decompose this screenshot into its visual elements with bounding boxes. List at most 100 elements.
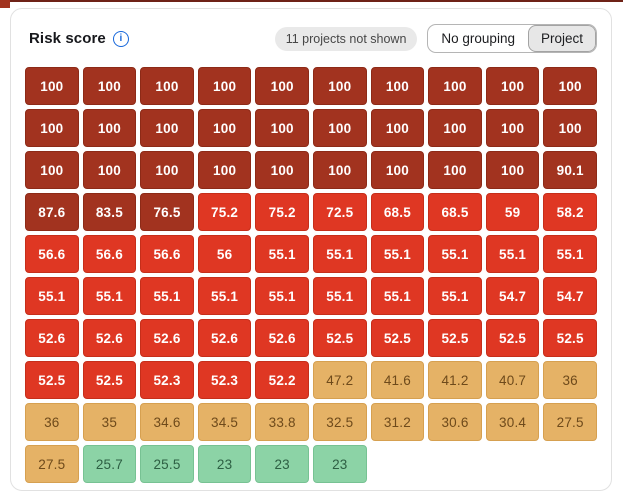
risk-tile[interactable]: 100	[543, 67, 597, 105]
risk-tile[interactable]: 30.4	[485, 403, 540, 441]
risk-tile[interactable]: 56.6	[82, 235, 137, 273]
risk-tile[interactable]: 52.5	[485, 319, 540, 357]
risk-tile[interactable]: 100	[25, 151, 79, 189]
risk-tile[interactable]: 72.5	[312, 193, 367, 231]
risk-tile[interactable]: 52.6	[255, 319, 309, 357]
risk-tile[interactable]: 55.1	[428, 277, 482, 315]
risk-tile[interactable]: 52.3	[140, 361, 194, 399]
risk-tile[interactable]: 41.6	[370, 361, 425, 399]
risk-tile[interactable]: 55.1	[312, 277, 367, 315]
risk-tile[interactable]: 100	[485, 109, 540, 147]
risk-tile[interactable]: 100	[25, 109, 79, 147]
risk-tile[interactable]: 54.7	[543, 277, 597, 315]
risk-tile[interactable]: 100	[82, 151, 137, 189]
risk-tile[interactable]: 83.5	[82, 193, 137, 231]
risk-tile[interactable]: 33.8	[255, 403, 309, 441]
risk-tile[interactable]: 55.1	[82, 277, 137, 315]
risk-tile[interactable]: 100	[312, 151, 367, 189]
risk-tile[interactable]: 52.5	[370, 319, 425, 357]
risk-tile[interactable]: 55.1	[197, 277, 252, 315]
risk-tile[interactable]: 41.2	[428, 361, 482, 399]
risk-tile[interactable]: 100	[140, 67, 194, 105]
risk-tile[interactable]: 100	[140, 151, 194, 189]
risk-tile[interactable]: 52.5	[428, 319, 482, 357]
risk-tile[interactable]: 25.7	[82, 445, 137, 483]
risk-tile[interactable]: 36	[543, 361, 597, 399]
risk-tile[interactable]: 56	[197, 235, 252, 273]
info-icon[interactable]: i	[112, 30, 129, 47]
risk-tile[interactable]: 31.2	[370, 403, 425, 441]
risk-tile[interactable]: 90.1	[543, 151, 597, 189]
risk-tile[interactable]: 52.6	[82, 319, 137, 357]
risk-tile[interactable]: 55.1	[428, 235, 482, 273]
risk-tile[interactable]: 40.7	[485, 361, 540, 399]
risk-tile[interactable]: 58.2	[543, 193, 597, 231]
risk-tile[interactable]: 75.2	[255, 193, 309, 231]
risk-tile[interactable]: 34.5	[197, 403, 252, 441]
risk-tile[interactable]: 52.6	[25, 319, 79, 357]
risk-tile[interactable]: 87.6	[25, 193, 79, 231]
risk-tile[interactable]: 55.1	[25, 277, 79, 315]
risk-tile[interactable]: 27.5	[543, 403, 597, 441]
risk-tile[interactable]: 56.6	[140, 235, 194, 273]
risk-tile[interactable]: 52.6	[140, 319, 194, 357]
risk-tile[interactable]: 52.2	[255, 361, 309, 399]
risk-tile[interactable]: 68.5	[370, 193, 425, 231]
risk-tile[interactable]: 55.1	[312, 235, 367, 273]
risk-tile[interactable]: 100	[140, 109, 194, 147]
risk-tile[interactable]: 30.6	[428, 403, 482, 441]
risk-tile[interactable]: 27.5	[25, 445, 79, 483]
risk-tile[interactable]: 52.6	[197, 319, 252, 357]
risk-tile[interactable]: 100	[370, 67, 425, 105]
risk-tile[interactable]: 52.5	[312, 319, 367, 357]
risk-tile[interactable]: 55.1	[370, 235, 425, 273]
risk-tile[interactable]: 100	[197, 109, 252, 147]
risk-tile[interactable]: 52.5	[543, 319, 597, 357]
risk-tile[interactable]: 35	[82, 403, 137, 441]
risk-tile[interactable]: 100	[428, 151, 482, 189]
risk-tile[interactable]: 23	[255, 445, 309, 483]
title-wrap: Risk score i	[29, 30, 129, 47]
risk-tile[interactable]: 100	[312, 67, 367, 105]
risk-tile[interactable]: 55.1	[255, 235, 309, 273]
risk-tile[interactable]: 76.5	[140, 193, 194, 231]
risk-tile[interactable]: 52.5	[82, 361, 137, 399]
risk-tile[interactable]: 55.1	[140, 277, 194, 315]
risk-tile[interactable]: 100	[255, 151, 309, 189]
grouping-option-project[interactable]: Project	[527, 25, 596, 52]
risk-tile[interactable]: 25.5	[140, 445, 194, 483]
risk-tile[interactable]: 55.1	[543, 235, 597, 273]
risk-tile[interactable]: 100	[428, 109, 482, 147]
risk-tile[interactable]: 100	[255, 109, 309, 147]
risk-tile[interactable]: 100	[485, 151, 540, 189]
risk-tile[interactable]: 52.3	[197, 361, 252, 399]
risk-tile[interactable]: 59	[485, 193, 540, 231]
risk-tile[interactable]: 100	[255, 67, 309, 105]
risk-tile[interactable]: 32.5	[312, 403, 367, 441]
risk-tile[interactable]: 55.1	[370, 277, 425, 315]
risk-tile[interactable]: 100	[25, 67, 79, 105]
risk-tile[interactable]: 34.6	[140, 403, 194, 441]
risk-tile[interactable]: 23	[197, 445, 252, 483]
risk-tile[interactable]: 55.1	[485, 235, 540, 273]
grouping-option-no-grouping[interactable]: No grouping	[428, 25, 528, 52]
risk-tile[interactable]: 100	[370, 109, 425, 147]
risk-tile[interactable]: 68.5	[428, 193, 482, 231]
risk-tile[interactable]: 100	[82, 67, 137, 105]
risk-tile[interactable]: 23	[312, 445, 367, 483]
risk-tile[interactable]: 47.2	[312, 361, 367, 399]
risk-tile[interactable]: 100	[543, 109, 597, 147]
risk-tile[interactable]: 56.6	[25, 235, 79, 273]
risk-tile[interactable]: 100	[370, 151, 425, 189]
risk-tile[interactable]: 100	[485, 67, 540, 105]
risk-tile[interactable]: 54.7	[485, 277, 540, 315]
risk-tile[interactable]: 36	[25, 403, 79, 441]
risk-tile[interactable]: 52.5	[25, 361, 79, 399]
risk-tile[interactable]: 100	[197, 67, 252, 105]
risk-tile[interactable]: 55.1	[255, 277, 309, 315]
risk-tile[interactable]: 100	[312, 109, 367, 147]
risk-tile[interactable]: 100	[82, 109, 137, 147]
risk-tile[interactable]: 75.2	[197, 193, 252, 231]
risk-tile[interactable]: 100	[197, 151, 252, 189]
risk-tile[interactable]: 100	[428, 67, 482, 105]
